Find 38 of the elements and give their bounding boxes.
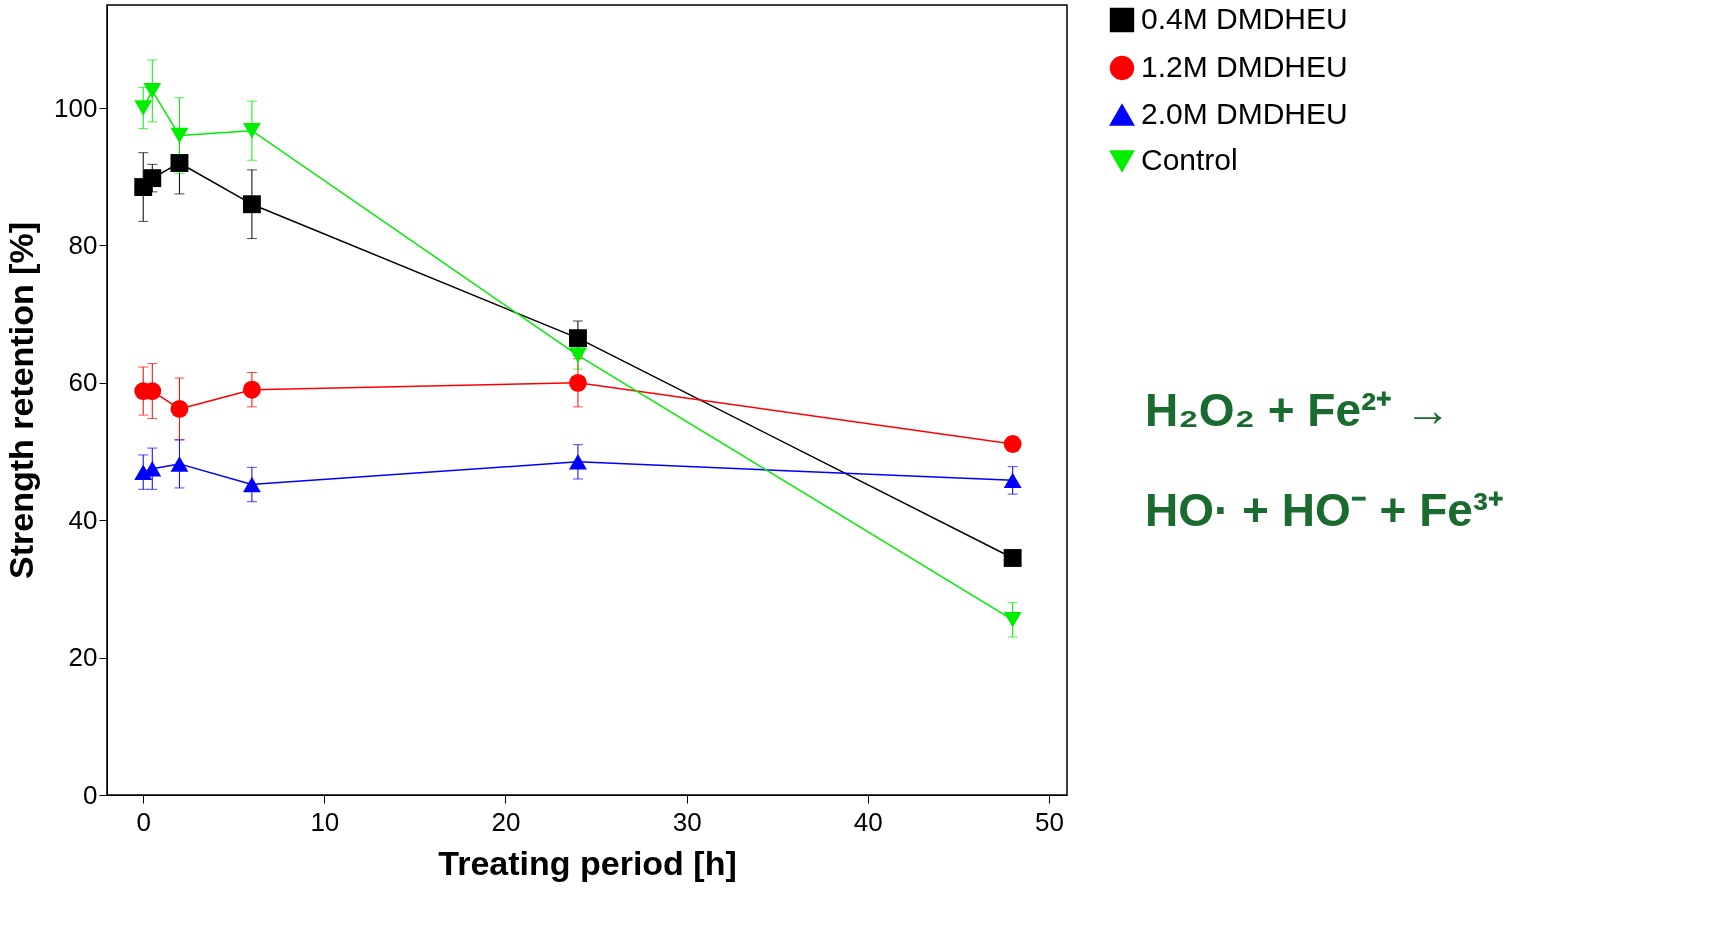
text: HO· + HO⁻ + Fe³⁺ xyxy=(1145,483,1505,536)
point xyxy=(143,169,162,188)
y-tick-label: 60 xyxy=(68,367,98,398)
point xyxy=(170,456,189,472)
legend-label: 0.4M DMDHEU xyxy=(1141,2,1348,35)
point xyxy=(569,329,587,348)
point xyxy=(242,476,261,493)
point xyxy=(1003,472,1022,489)
point xyxy=(170,400,189,418)
point xyxy=(143,83,162,99)
y-tick-label: 0 xyxy=(83,779,98,810)
y-axis-title: Strength retention [%] xyxy=(2,222,41,579)
x-tick-label: 50 xyxy=(1034,806,1064,837)
x-axis-title: Treating period [h] xyxy=(438,843,737,882)
y-tick-label: 80 xyxy=(68,229,98,260)
point xyxy=(569,373,587,392)
y-tick-label: 100 xyxy=(54,92,98,123)
y-tick-label: 20 xyxy=(68,642,98,673)
text: H₂O₂ + Fe²⁺ → xyxy=(1145,383,1452,436)
x-tick-label: 0 xyxy=(136,806,151,837)
x-tick-label: 20 xyxy=(491,806,521,837)
x-tick-label: 10 xyxy=(310,806,340,837)
point xyxy=(242,195,261,214)
point xyxy=(242,122,261,139)
y-tick-label: 40 xyxy=(68,504,98,535)
legend-label: 2.0M DMDHEU xyxy=(1141,97,1348,130)
point xyxy=(134,100,153,116)
legend-label: 1.2M DMDHEU xyxy=(1141,50,1348,83)
legend-label: Control xyxy=(1141,143,1238,176)
point xyxy=(170,154,189,172)
point xyxy=(569,454,587,470)
point xyxy=(1003,549,1022,567)
point xyxy=(242,380,261,399)
point xyxy=(1003,612,1022,628)
point xyxy=(569,347,587,364)
x-tick-label: 40 xyxy=(853,806,883,837)
x-tick-label: 30 xyxy=(672,806,702,837)
point xyxy=(170,127,189,144)
